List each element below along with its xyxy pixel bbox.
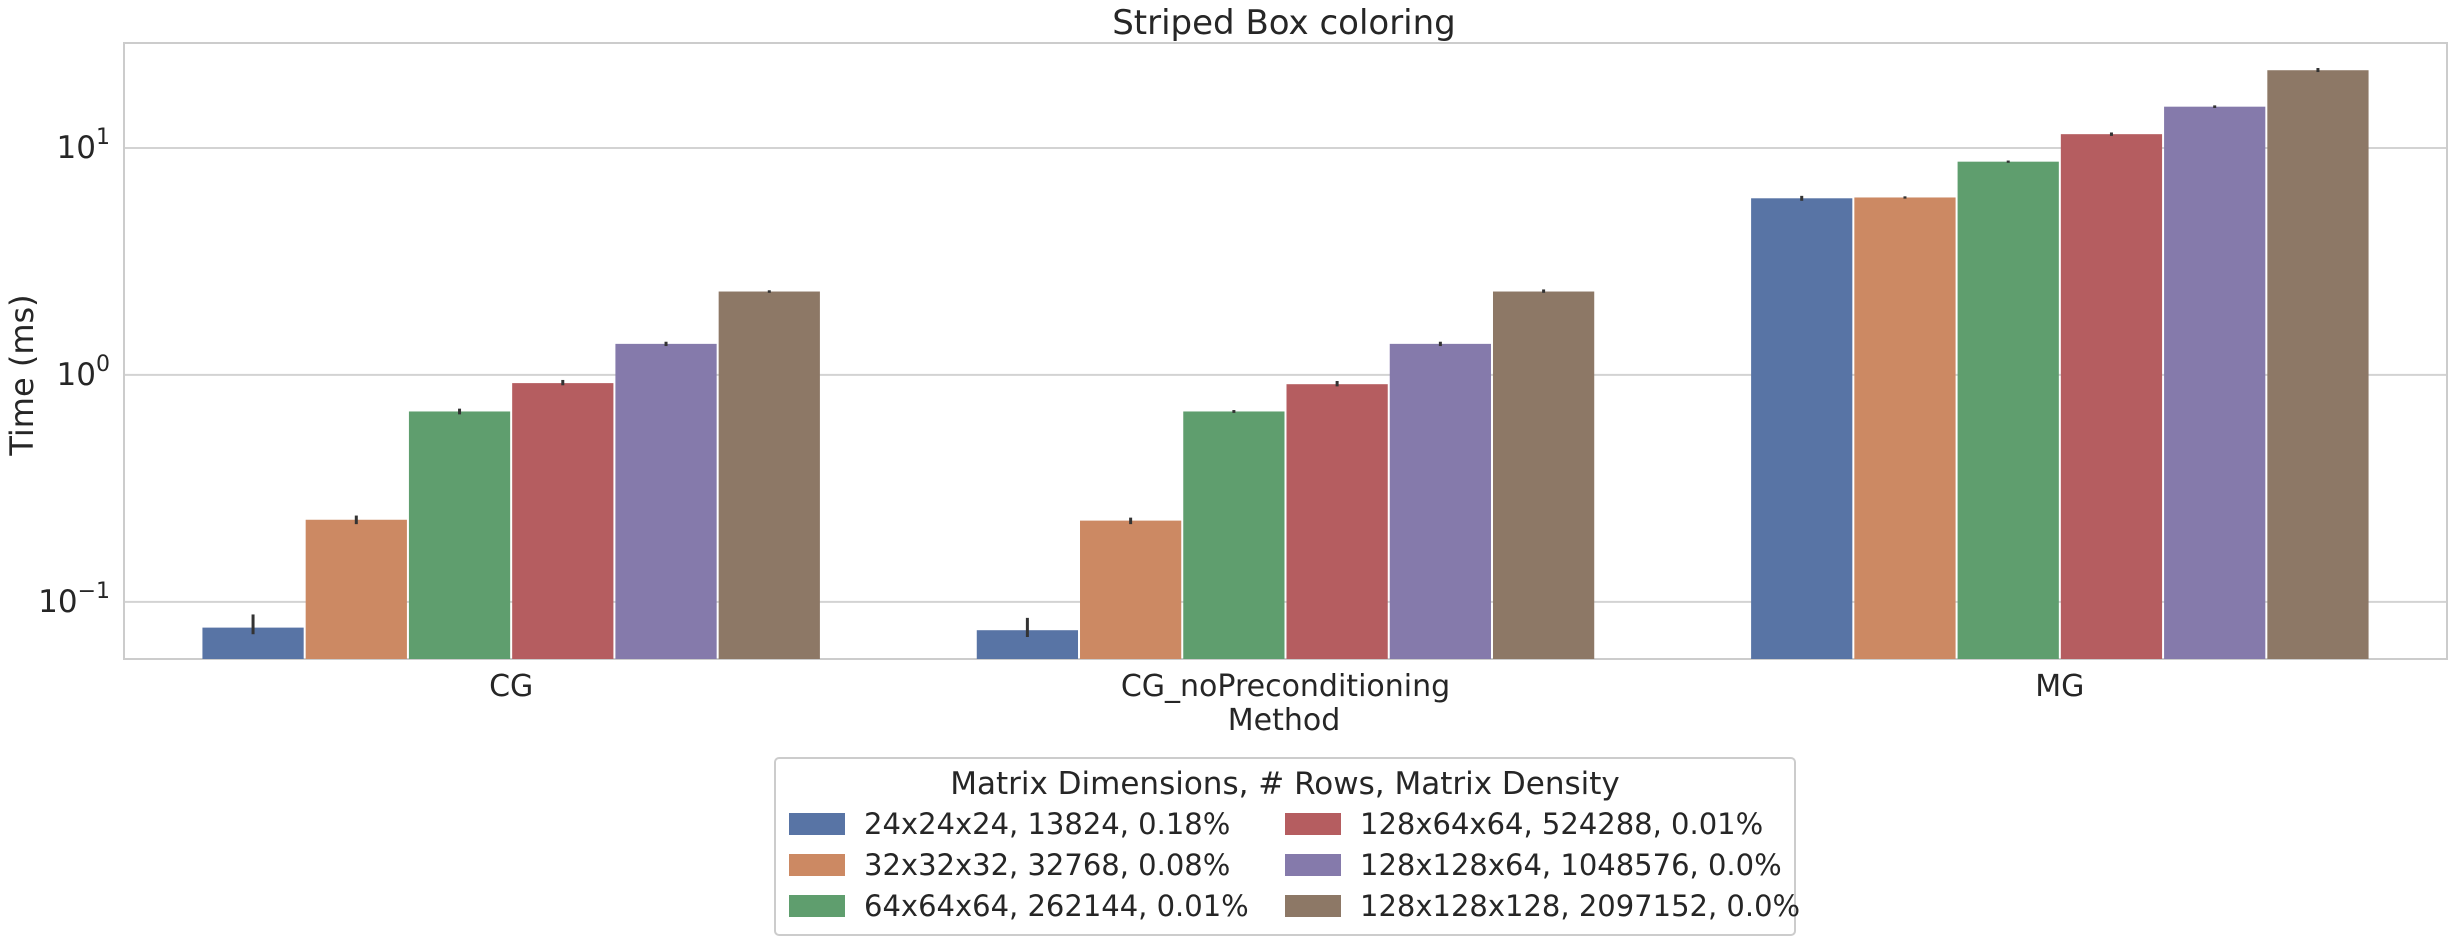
legend-label: 24x24x24, 13824, 0.18% [864,807,1230,841]
bar [1080,520,1182,659]
y-tick-label: 100 [57,352,110,393]
legend-label: 32x32x32, 32768, 0.08% [864,848,1230,882]
bar [1751,198,1853,659]
x-axis: CG CG_noPreconditioning MG [489,669,2084,704]
legend-box [774,757,1796,936]
y-tick-base: 10 [38,584,77,620]
bar [1389,343,1491,659]
legend-title: Matrix Dimensions, # Rows, Matrix Densit… [950,766,1620,802]
y-tick-exponent: −1 [78,579,110,604]
chart-title: Striped Box coloring [1112,3,1456,43]
legend-item: 64x64x64, 262144, 0.01% [789,889,1249,923]
error-bars [251,68,2320,638]
y-tick-label: 10−1 [38,579,110,620]
bar [512,383,614,659]
x-tick-label: CG [489,669,533,704]
legend-label: 128x128x128, 2097152, 0.0% [1360,889,1800,923]
legend-item: 32x32x32, 32768, 0.08% [789,848,1230,882]
legend-swatch [789,854,845,876]
y-tick-base: 10 [57,130,96,166]
bar [2267,70,2369,660]
legend-label: 64x64x64, 262144, 0.01% [864,889,1249,923]
legend-swatch [1285,813,1341,835]
legend-label: 128x128x64, 1048576, 0.0% [1360,848,1782,882]
plot-frame [123,42,2448,660]
legend: Matrix Dimensions, # Rows, Matrix Densit… [774,757,1800,936]
legend-item: 24x24x24, 13824, 0.18% [789,807,1230,841]
bar [1286,384,1388,659]
bar [2060,134,2163,659]
x-tick-label: MG [2035,669,2084,704]
bar [305,519,407,659]
bar [2164,106,2266,660]
legend-item: 128x128x64, 1048576, 0.0% [1285,848,1782,882]
legend-swatch [1285,895,1341,917]
y-axis-label: Time (ms) [3,294,41,456]
y-tick-exponent: 1 [96,125,110,150]
plot-area [123,42,2448,660]
bar [718,291,820,659]
bar [1854,197,1956,659]
y-tick-label: 101 [57,125,110,166]
y-tick-base: 10 [57,357,96,393]
legend-item: 128x128x128, 2097152, 0.0% [1285,889,1800,923]
legend-label: 128x64x64, 524288, 0.01% [1360,807,1763,841]
legend-swatch [789,813,845,835]
gridlines [124,146,2447,603]
y-tick-exponent: 0 [96,352,110,377]
x-tick-label: CG_noPreconditioning [1121,669,1450,704]
bars [202,70,2369,660]
legend-swatch [1285,854,1341,876]
legend-swatch [789,895,845,917]
bar [1183,411,1285,659]
legend-item: 128x64x64, 524288, 0.01% [1285,807,1763,841]
bar [615,343,717,659]
bar [1957,161,2059,660]
x-axis-label: Method [1228,703,1341,738]
bar [1492,291,1595,659]
bar [408,411,511,659]
